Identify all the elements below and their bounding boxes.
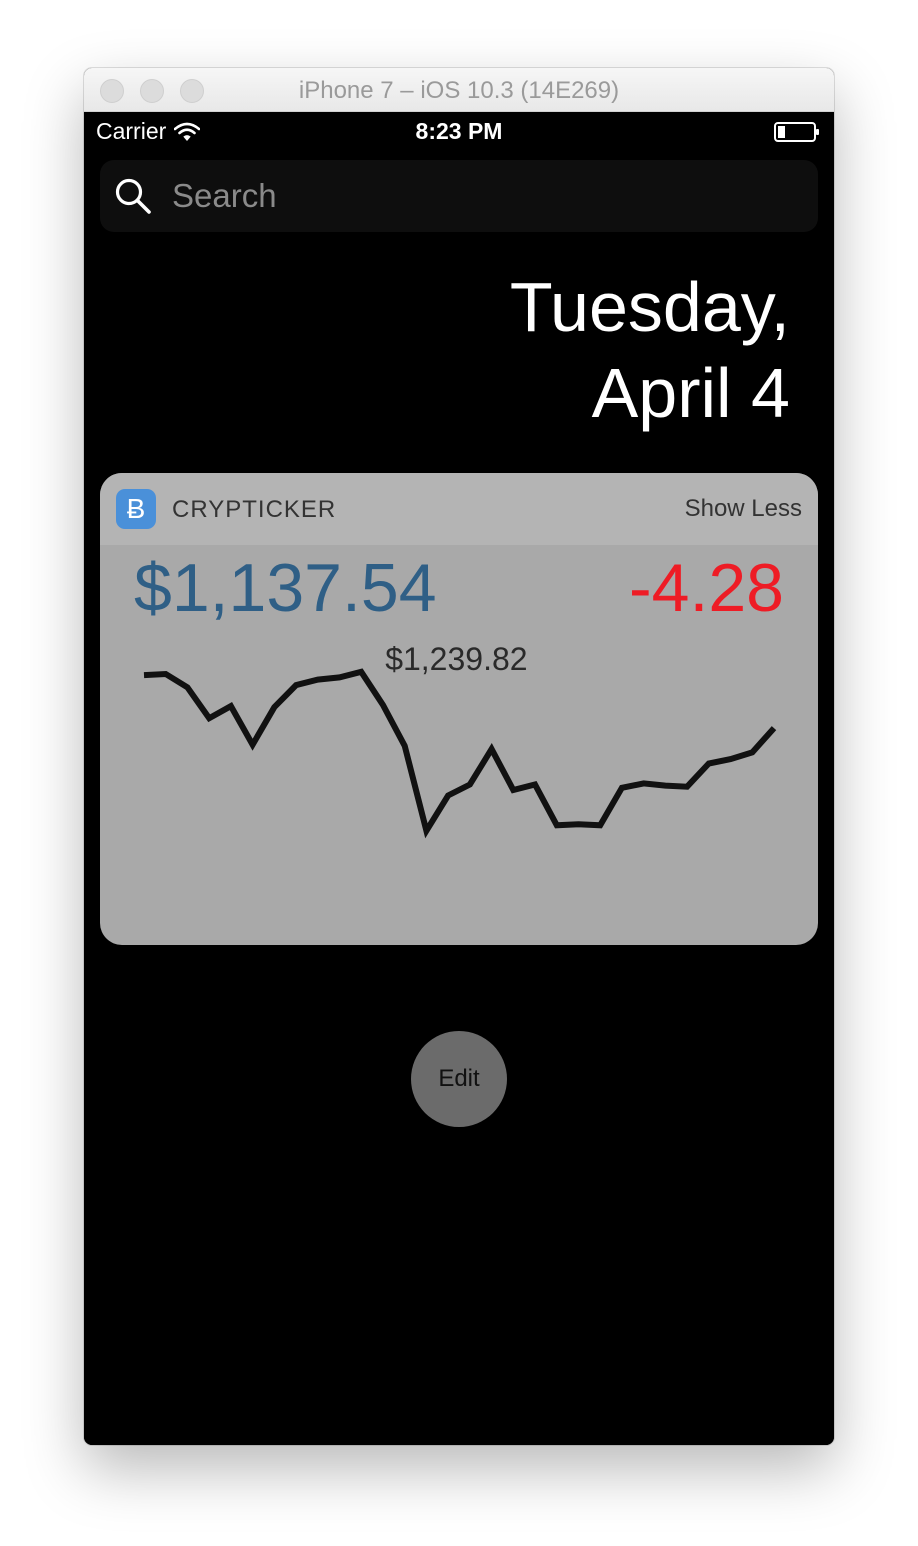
widget-app-name: CRYPTICKER	[172, 496, 337, 523]
show-less-button[interactable]: Show Less	[684, 495, 802, 522]
window-titlebar: iPhone 7 – iOS 10.3 (14E269)	[84, 68, 834, 112]
crypticker-widget[interactable]: Ƀ CRYPTICKER Show Less $1,137.54 -4.28 $…	[100, 473, 818, 945]
widget-header: Ƀ CRYPTICKER Show Less	[100, 473, 818, 545]
status-bar-time: 8:23 PM	[415, 118, 503, 144]
search-icon	[115, 178, 151, 214]
status-bar-carrier: Carrier	[96, 118, 201, 145]
edit-button[interactable]: Edit	[411, 1031, 507, 1127]
date-weekday: Tuesday,	[509, 268, 790, 346]
carrier-label: Carrier	[96, 118, 167, 144]
bitcoin-icon: Ƀ	[116, 489, 156, 529]
simulator-window: iPhone 7 – iOS 10.3 (14E269) Carrier 8:2…	[84, 68, 834, 1445]
price-chart: $1,239.82	[143, 641, 777, 839]
phone-screen: Carrier 8:23 PM Tuesday, April 4	[84, 112, 834, 1445]
wifi-icon	[174, 122, 201, 141]
search-input[interactable]	[170, 176, 774, 216]
minimize-window-button[interactable]	[140, 79, 164, 103]
current-price: $1,137.54	[134, 550, 437, 626]
search-bar[interactable]	[100, 160, 818, 232]
price-series-line	[143, 668, 777, 839]
price-change: -4.28	[629, 550, 784, 626]
date-month-day: April 4	[591, 354, 790, 432]
peak-price-label: $1,239.82	[385, 641, 527, 677]
window-title: iPhone 7 – iOS 10.3 (14E269)	[298, 77, 620, 104]
date-heading: Tuesday, April 4	[510, 264, 790, 436]
zoom-window-button[interactable]	[180, 79, 204, 103]
close-window-button[interactable]	[100, 79, 124, 103]
battery-icon	[774, 122, 819, 142]
